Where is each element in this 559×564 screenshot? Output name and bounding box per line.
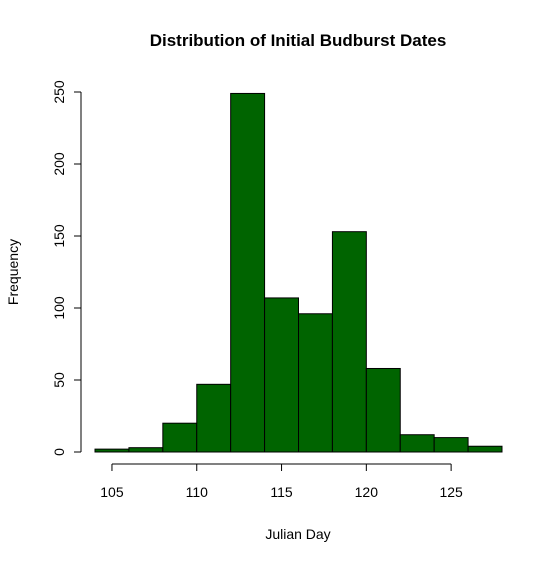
- histogram-bar: [298, 313, 333, 453]
- histogram-bar: [196, 383, 232, 453]
- histogram-bar: [94, 448, 130, 453]
- x-axis: 105 110 115 120 125: [100, 463, 463, 500]
- histogram-bar: [264, 297, 300, 453]
- y-tick-label: 0: [51, 448, 67, 456]
- histogram-bar: [433, 437, 469, 453]
- y-axis: 0 50 100 150 200 250: [51, 80, 82, 456]
- bars-group: [94, 92, 503, 453]
- x-axis-label: Julian Day: [265, 526, 330, 542]
- y-axis-label: Frequency: [5, 239, 21, 305]
- chart-title: Distribution of Initial Budburst Dates: [150, 31, 447, 50]
- histogram-bar: [467, 445, 503, 453]
- histogram-bar: [365, 367, 401, 453]
- y-tick-label: 250: [51, 80, 67, 104]
- y-tick-label: 50: [51, 372, 67, 388]
- y-tick-label: 150: [51, 224, 67, 248]
- x-tick-label: 110: [186, 484, 209, 500]
- x-tick-label: 105: [100, 484, 124, 500]
- histogram-bar: [331, 231, 367, 453]
- x-tick-label: 125: [439, 484, 463, 500]
- x-tick-label: 115: [270, 484, 293, 500]
- y-tick-label: 100: [51, 296, 67, 320]
- histogram-bar: [399, 434, 435, 453]
- y-tick-label: 200: [51, 152, 67, 176]
- histogram-bar: [230, 92, 266, 453]
- histogram-bar: [128, 447, 164, 453]
- x-tick-label: 120: [355, 484, 379, 500]
- histogram-bar: [162, 422, 198, 453]
